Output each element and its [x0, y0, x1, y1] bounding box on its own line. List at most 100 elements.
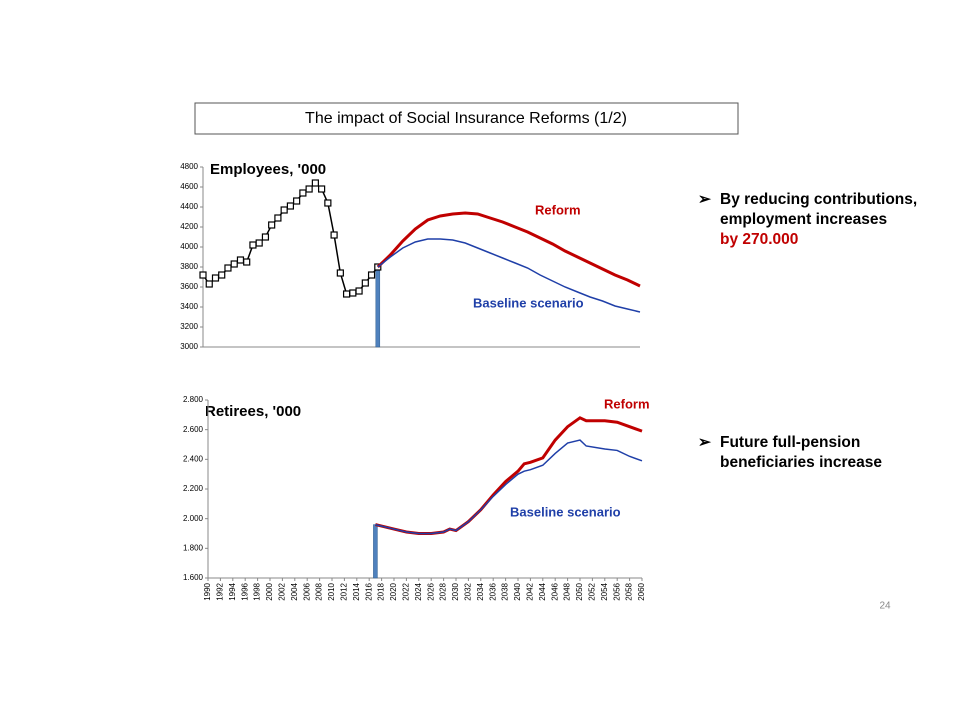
series-line: [376, 211, 641, 288]
x-tick-label: 2022: [402, 582, 411, 600]
x-tick-label: 2054: [600, 582, 609, 600]
point-marker: [349, 289, 357, 297]
bullet: ➢ By reducing contributions, employment …: [698, 190, 928, 250]
series-label: Reform: [535, 202, 581, 217]
x-tick-label: 2048: [563, 582, 572, 600]
point-marker: [205, 280, 213, 288]
y-tick-label: 4000: [180, 242, 198, 251]
point-marker: [255, 239, 263, 247]
point-marker: [261, 233, 270, 241]
point-marker: [330, 231, 338, 239]
y-tick-label: 2.200: [183, 484, 204, 493]
series-label: Reform: [604, 396, 650, 411]
x-tick-label: 2020: [389, 582, 398, 600]
y-tick-label: 2.600: [183, 425, 204, 434]
y-tick-label: 3000: [180, 342, 198, 351]
bullet-highlight: by 270.000: [720, 231, 799, 248]
x-tick-label: 2032: [464, 582, 473, 600]
y-tick-label: 2.800: [183, 395, 204, 404]
chart-title: Retirees, '000: [205, 403, 301, 420]
x-tick-label: 2026: [426, 582, 435, 600]
x-tick-label: 2052: [588, 582, 597, 600]
series-line: [202, 181, 379, 295]
x-tick-label: 2056: [612, 582, 621, 600]
y-tick-label: 4600: [180, 182, 198, 191]
x-tick-label: 2010: [327, 582, 336, 600]
x-tick-label: 2050: [575, 582, 584, 600]
reform-marker: [375, 266, 381, 348]
x-tick-label: 2016: [364, 582, 373, 600]
bullet-text: Future full-pension beneficiaries increa…: [720, 434, 882, 471]
x-tick-label: 2040: [513, 582, 522, 600]
bullet-arrow: ➢: [698, 434, 711, 451]
point-marker: [249, 241, 257, 249]
x-tick-label: 2038: [501, 582, 510, 600]
x-tick-label: 2008: [315, 582, 324, 600]
point-marker: [236, 256, 245, 264]
y-tick-label: 3600: [180, 282, 198, 291]
series-line: [377, 238, 641, 313]
x-tick-label: 1994: [228, 582, 237, 600]
page-number: 24: [879, 601, 891, 612]
series-label: Baseline scenario: [473, 295, 584, 310]
x-tick-label: 1996: [240, 582, 249, 600]
x-tick-label: 2028: [439, 582, 448, 600]
point-marker: [305, 185, 313, 193]
point-marker: [355, 287, 363, 295]
x-tick-label: 2042: [526, 582, 535, 600]
y-tick-label: 4800: [180, 162, 198, 171]
x-tick-label: 2046: [550, 582, 559, 600]
x-tick-label: 2036: [488, 582, 497, 600]
chart-title: Employees, '000: [210, 161, 326, 178]
x-tick-label: 1998: [253, 582, 262, 600]
series-label: Baseline scenario: [510, 504, 621, 519]
point-marker: [243, 258, 251, 266]
reform-marker: [373, 524, 378, 579]
point-marker: [274, 214, 282, 222]
x-tick-label: 2030: [451, 582, 460, 600]
y-tick-label: 2.000: [183, 514, 204, 523]
y-tick-label: 1.600: [183, 573, 204, 582]
point-marker: [224, 264, 232, 272]
point-marker: [286, 202, 294, 210]
x-tick-label: 2058: [625, 582, 634, 600]
point-marker: [299, 189, 307, 197]
y-tick-label: 3800: [180, 262, 198, 271]
point-marker: [336, 269, 344, 277]
x-tick-label: 2014: [352, 582, 361, 600]
point-marker: [293, 197, 301, 205]
bullet: ➢ Future full-pension beneficiaries incr…: [698, 433, 928, 473]
y-tick-label: 3200: [180, 322, 198, 331]
point-marker: [230, 260, 238, 268]
bullet-text: By reducing contributions, employment in…: [720, 191, 918, 228]
x-tick-label: 2044: [538, 582, 547, 600]
x-tick-label: 2024: [414, 582, 423, 600]
x-tick-label: 2006: [302, 582, 311, 600]
x-tick-label: 2004: [290, 582, 299, 600]
point-marker: [199, 271, 207, 279]
bullet-arrow: ➢: [698, 191, 711, 208]
x-tick-label: 2060: [637, 582, 646, 600]
x-tick-label: 1990: [203, 582, 212, 600]
y-tick-label: 2.400: [183, 454, 204, 463]
point-marker: [324, 199, 332, 207]
point-marker: [311, 179, 319, 187]
point-marker: [367, 271, 376, 279]
x-tick-label: 2012: [340, 582, 349, 600]
y-tick-label: 3400: [180, 302, 198, 311]
title-box: [194, 102, 739, 135]
point-marker: [361, 279, 369, 287]
y-tick-label: 1.800: [183, 543, 204, 552]
point-marker: [280, 206, 288, 214]
series-line: [375, 439, 643, 535]
point-marker: [211, 274, 220, 282]
x-tick-label: 2000: [265, 582, 274, 600]
x-tick-label: 1992: [216, 582, 225, 600]
point-marker: [268, 221, 276, 229]
x-tick-label: 2018: [377, 582, 386, 600]
slide-title: The impact of Social Insurance Reforms (…: [305, 110, 627, 127]
point-marker: [318, 185, 326, 193]
x-tick-label: 2034: [476, 582, 485, 600]
